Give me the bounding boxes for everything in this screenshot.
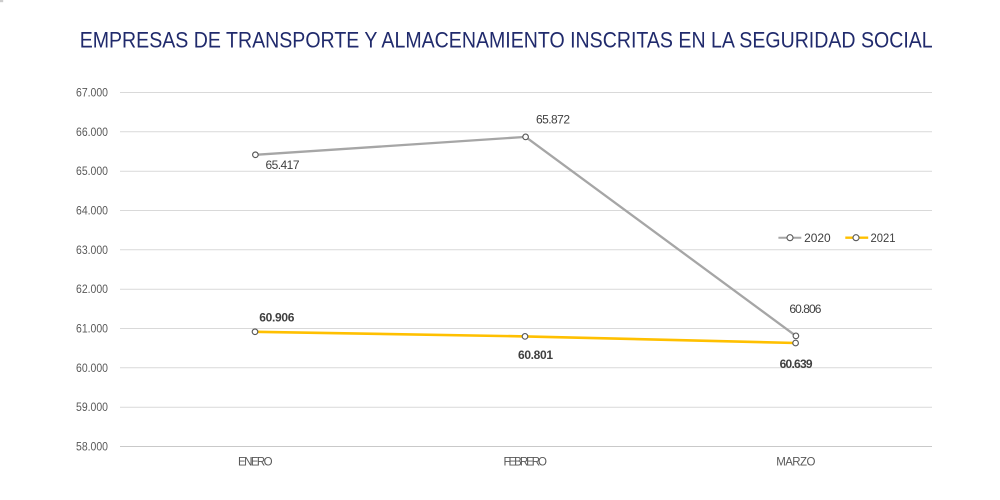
svg-text:FEBRERO: FEBRERO <box>504 457 548 469</box>
svg-text:63.000: 63.000 <box>76 245 108 257</box>
svg-text:60.906: 60.906 <box>259 311 295 325</box>
svg-text:MARZO: MARZO <box>776 457 815 469</box>
svg-text:65.000: 65.000 <box>76 166 108 178</box>
svg-text:59.000: 59.000 <box>76 402 108 414</box>
svg-text:61.000: 61.000 <box>76 324 108 336</box>
svg-text:62.000: 62.000 <box>76 284 108 296</box>
svg-text:66.000: 66.000 <box>76 127 108 139</box>
svg-text:60.639: 60.639 <box>780 357 813 371</box>
svg-text:67.000: 67.000 <box>76 88 108 100</box>
svg-text:60.801: 60.801 <box>518 348 553 362</box>
svg-text:64.000: 64.000 <box>76 206 108 218</box>
svg-text:60.806: 60.806 <box>789 302 821 316</box>
svg-text:65.872: 65.872 <box>536 113 570 127</box>
svg-text:65.417: 65.417 <box>266 158 300 172</box>
svg-text:EMPRESAS DE TRANSPORTE Y ALMAC: EMPRESAS DE TRANSPORTE Y ALMACENAMIENTO … <box>80 28 933 53</box>
svg-text:ENERO: ENERO <box>238 457 273 469</box>
svg-text:60.000: 60.000 <box>76 363 108 375</box>
svg-text:58.000: 58.000 <box>76 442 108 454</box>
svg-text:2020: 2020 <box>804 231 831 245</box>
svg-text:2021: 2021 <box>871 231 896 245</box>
